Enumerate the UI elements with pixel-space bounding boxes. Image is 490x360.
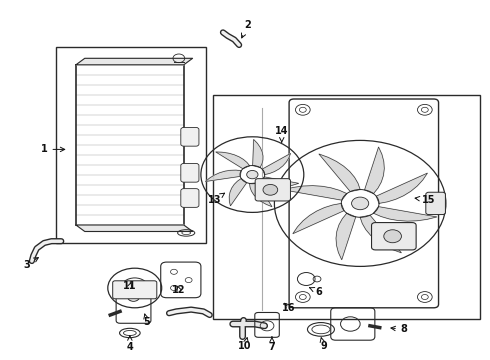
FancyBboxPatch shape: [113, 281, 157, 299]
Text: 7: 7: [269, 337, 275, 352]
Bar: [56, 47, 206, 243]
Bar: [213, 95, 480, 319]
FancyBboxPatch shape: [181, 127, 199, 146]
Polygon shape: [262, 153, 291, 175]
Text: 11: 11: [123, 281, 137, 291]
Polygon shape: [373, 207, 437, 221]
Text: 16: 16: [282, 303, 296, 313]
Polygon shape: [205, 170, 241, 181]
Polygon shape: [283, 186, 347, 200]
Circle shape: [263, 184, 278, 195]
Text: 13: 13: [208, 193, 224, 205]
Polygon shape: [216, 152, 249, 169]
FancyBboxPatch shape: [255, 179, 291, 201]
Circle shape: [352, 197, 368, 210]
Circle shape: [384, 230, 401, 243]
Polygon shape: [76, 58, 193, 65]
Text: 15: 15: [415, 195, 436, 205]
Polygon shape: [253, 139, 263, 167]
Polygon shape: [360, 215, 401, 253]
Polygon shape: [365, 147, 384, 194]
Polygon shape: [336, 213, 356, 260]
Text: 3: 3: [24, 258, 38, 270]
Text: 8: 8: [391, 324, 408, 334]
Polygon shape: [229, 179, 246, 206]
FancyBboxPatch shape: [181, 189, 199, 207]
FancyBboxPatch shape: [371, 222, 416, 250]
Circle shape: [246, 170, 258, 179]
FancyBboxPatch shape: [181, 163, 199, 182]
Text: 5: 5: [144, 314, 150, 327]
Polygon shape: [319, 154, 360, 192]
Polygon shape: [76, 225, 193, 231]
Text: 4: 4: [126, 336, 133, 352]
Text: 12: 12: [172, 285, 186, 295]
Text: 1: 1: [41, 144, 65, 154]
Polygon shape: [293, 203, 344, 234]
FancyBboxPatch shape: [426, 192, 445, 215]
Text: 9: 9: [320, 338, 327, 351]
Polygon shape: [376, 173, 427, 203]
Polygon shape: [260, 177, 299, 187]
Text: 6: 6: [310, 287, 322, 297]
Text: 2: 2: [242, 20, 251, 38]
Polygon shape: [249, 183, 272, 207]
Text: 10: 10: [238, 338, 252, 351]
Text: 14: 14: [275, 126, 289, 142]
